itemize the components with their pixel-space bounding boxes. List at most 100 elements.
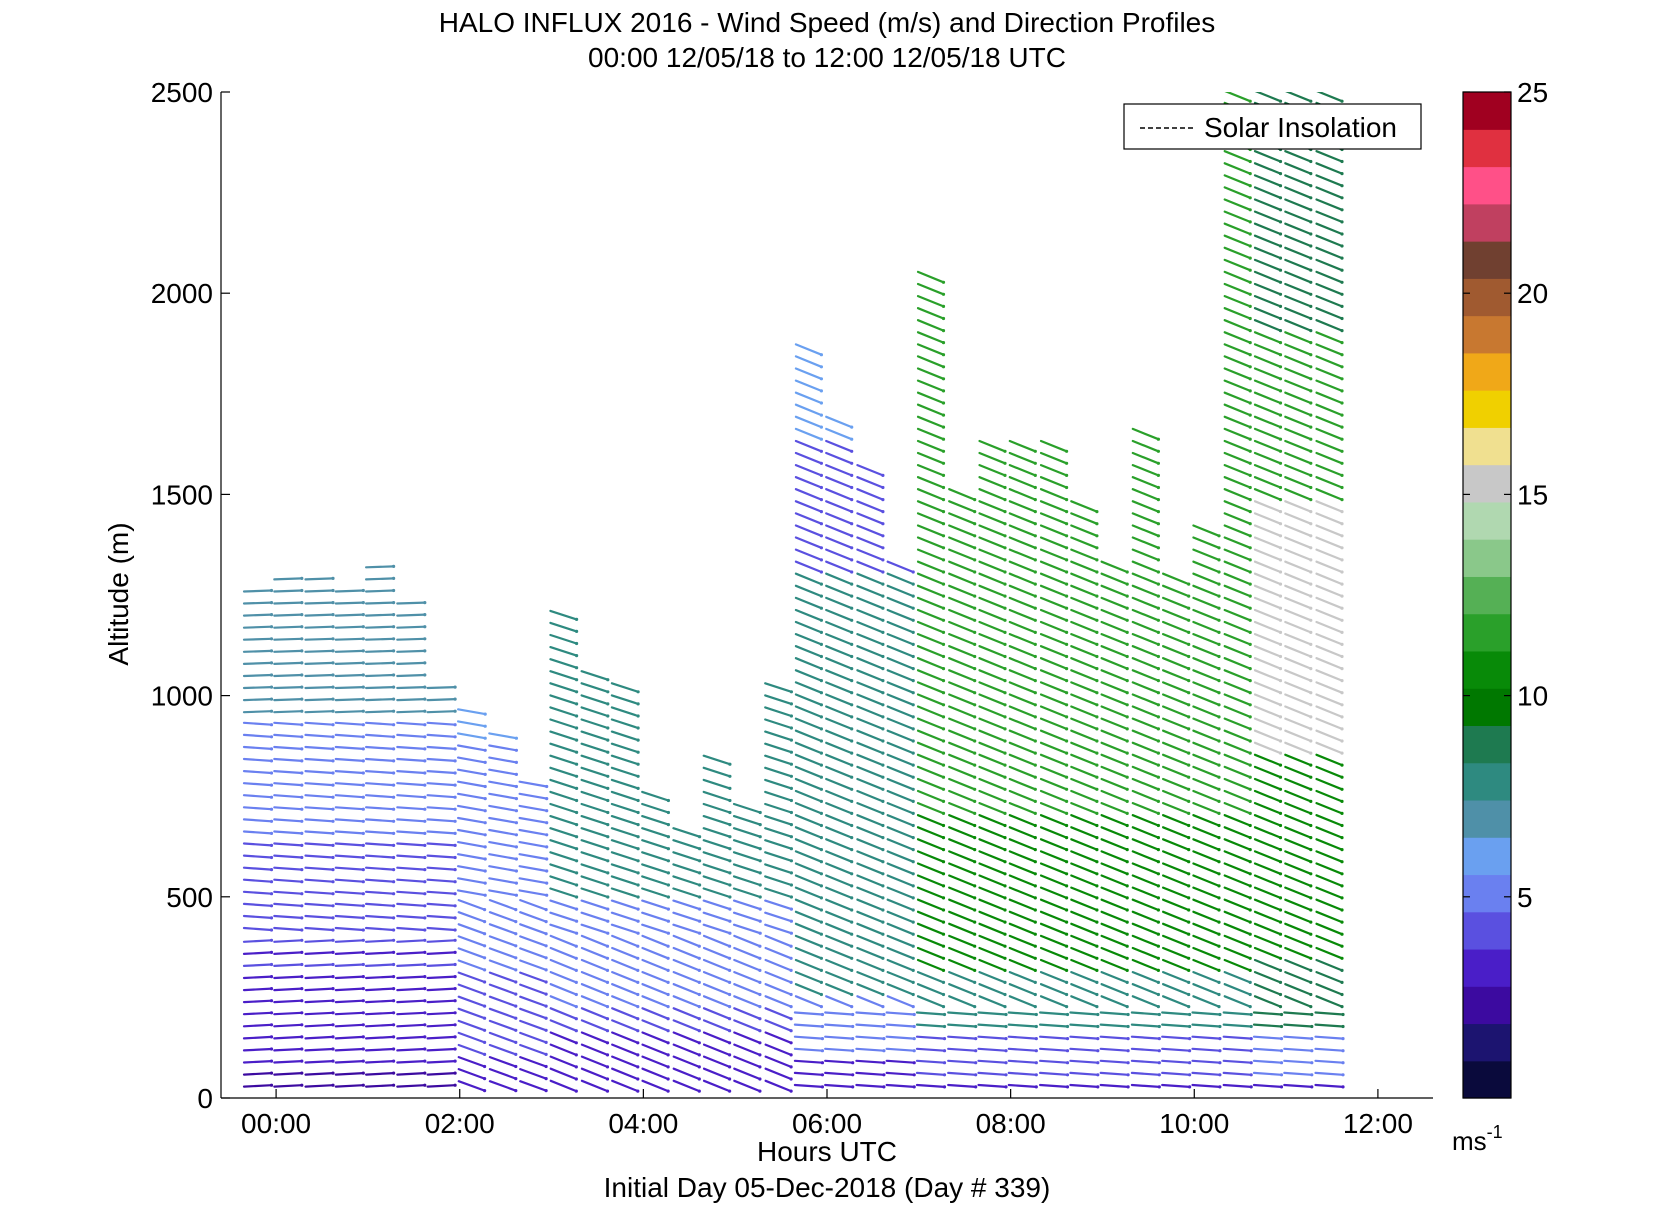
wind-barb — [977, 1011, 1008, 1016]
wind-barb — [794, 403, 823, 417]
wind-barb — [793, 1011, 824, 1016]
wind-barb-head — [1248, 594, 1252, 598]
wind-barb-head — [1340, 872, 1344, 876]
wind-barb — [1223, 946, 1252, 960]
wind-barb-head — [850, 727, 854, 731]
wind-barb — [396, 685, 426, 690]
wind-barb-head — [728, 847, 732, 851]
wind-barb-head — [300, 771, 304, 775]
wind-barb-head — [1217, 920, 1221, 924]
wind-barb — [580, 827, 609, 838]
wind-barb-head — [911, 715, 915, 719]
wind-barb — [1192, 886, 1221, 900]
wind-barb — [580, 766, 609, 778]
wind-barb-head — [1279, 1073, 1284, 1077]
wind-barb-head — [1340, 618, 1344, 622]
wind-barb-head — [1217, 534, 1221, 538]
wind-barb-head — [1217, 606, 1221, 610]
wind-barb-head — [392, 855, 396, 860]
wind-barb-head — [819, 823, 824, 828]
wind-barb-head — [789, 750, 794, 754]
wind-barb — [1253, 777, 1282, 791]
wind-barb-head — [269, 1023, 274, 1027]
wind-barb — [396, 926, 426, 932]
wind-barb-head — [1187, 751, 1191, 755]
wind-barb — [1038, 1035, 1069, 1040]
wind-barb-head — [1278, 449, 1283, 453]
wind-barb — [885, 1023, 916, 1028]
wind-barb — [1223, 198, 1252, 211]
wind-barb-head — [606, 738, 610, 742]
wind-barb-head — [1340, 811, 1344, 816]
wind-barb — [1161, 729, 1190, 743]
wind-barb — [1161, 789, 1190, 803]
wind-barb — [978, 946, 1007, 960]
wind-barb — [611, 958, 639, 972]
wind-barb — [1253, 922, 1282, 936]
wind-barb-head — [1156, 787, 1160, 791]
wind-barb-head — [1249, 1037, 1253, 1041]
wind-barb-head — [1340, 365, 1344, 369]
wind-barb-head — [1217, 558, 1221, 562]
wind-barb — [641, 814, 670, 826]
wind-barb-head — [331, 843, 335, 848]
wind-barb — [948, 886, 976, 900]
wind-barb-head — [1309, 546, 1313, 550]
wind-barb-head — [850, 872, 854, 876]
wind-barb — [1070, 657, 1099, 670]
wind-barb — [1161, 1035, 1191, 1040]
wind-barb — [242, 685, 273, 690]
wind-barb — [1284, 970, 1312, 984]
wind-barb — [396, 866, 426, 871]
wind-barb-head — [331, 613, 335, 617]
wind-barb — [1008, 862, 1037, 875]
wind-barb-head — [789, 726, 794, 730]
wind-barb-head — [1157, 1037, 1161, 1041]
wind-barb-head — [911, 727, 915, 731]
wind-barb-head — [942, 1073, 947, 1077]
wind-barb-head — [941, 860, 946, 864]
wind-barb — [457, 804, 487, 812]
wind-barb-head — [1156, 485, 1160, 490]
wind-barb — [1284, 632, 1312, 646]
wind-barb — [794, 524, 823, 537]
wind-barb-head — [881, 1005, 885, 1009]
wind-barb-head — [1187, 1005, 1191, 1009]
wind-barb-head — [1095, 642, 1099, 647]
wind-barb — [1039, 801, 1068, 815]
wind-barb — [273, 757, 303, 763]
wind-barb-head — [1065, 1005, 1069, 1009]
wind-barb-head — [606, 726, 610, 730]
wind-barb-head — [1156, 739, 1160, 743]
wind-barb — [1314, 1035, 1345, 1040]
wind-barb-head — [850, 823, 854, 828]
wind-barb-head — [1248, 546, 1252, 550]
wind-barb-head — [575, 654, 579, 658]
wind-barb-head — [1125, 618, 1129, 622]
wind-barb-head — [361, 649, 365, 653]
wind-barb — [1253, 958, 1282, 972]
y-axis-label: Altitude (m) — [103, 522, 134, 665]
wind-barb-head — [300, 880, 304, 884]
wind-barb-head — [575, 774, 579, 778]
wind-barb — [1284, 838, 1312, 851]
wind-barb — [1315, 282, 1344, 296]
wind-barb-head — [514, 845, 519, 849]
wind-barb-head — [300, 661, 304, 665]
wind-barb — [856, 765, 885, 779]
wind-barb — [488, 1055, 517, 1068]
wind-barb-head — [300, 950, 304, 955]
wind-barb — [1008, 826, 1037, 839]
wind-barb-head — [1095, 534, 1099, 538]
wind-barb — [978, 826, 1007, 839]
wind-barb-head — [1065, 968, 1069, 973]
wind-barb — [273, 673, 303, 678]
wind-barb — [273, 577, 303, 581]
wind-barb — [242, 697, 273, 702]
wind-barb — [916, 536, 945, 549]
wind-barb — [519, 1080, 548, 1092]
wind-barb — [1253, 801, 1282, 815]
wind-barb — [916, 451, 945, 465]
wind-barb-head — [819, 691, 824, 695]
wind-barb-head — [850, 618, 854, 622]
